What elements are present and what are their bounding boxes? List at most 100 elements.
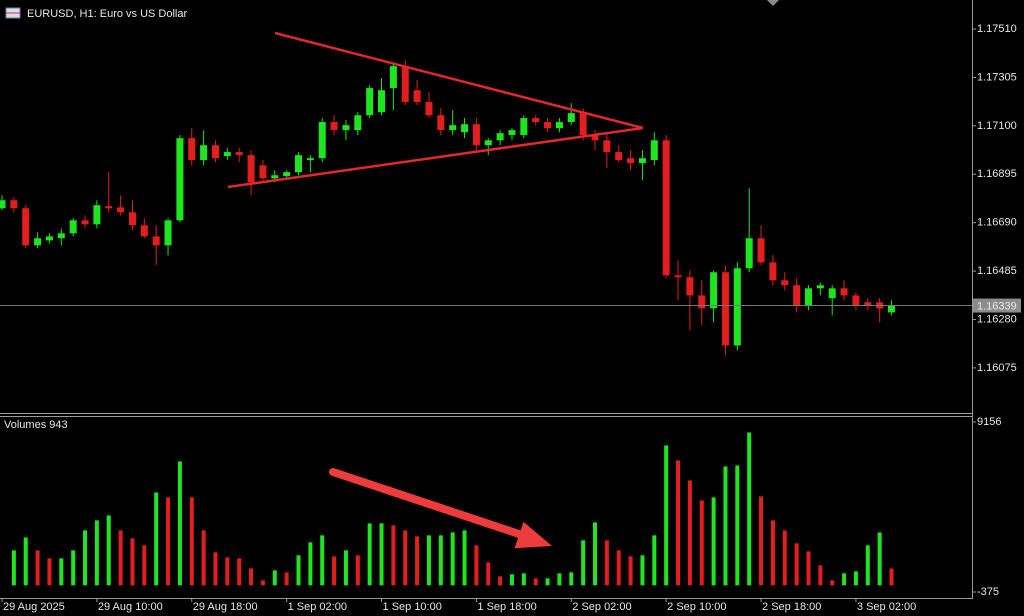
volume-bar: [177, 461, 182, 586]
x-tick-label: 3 Sep 02:00: [857, 601, 916, 613]
candle-body: [354, 115, 362, 131]
candle-body: [389, 66, 397, 89]
y-tick-label: 1.17305: [977, 71, 1017, 83]
arrow-head: [514, 521, 552, 549]
candle-body: [840, 288, 848, 296]
candle-body: [366, 88, 374, 116]
candle-body: [128, 212, 136, 226]
candle-body: [804, 288, 812, 306]
plot-area: [0, 59, 972, 586]
volume-bar: [735, 465, 740, 586]
candle-body: [306, 158, 314, 161]
volume-bar: [853, 571, 858, 586]
candle-body: [164, 220, 172, 246]
x-tick-label: 1 Sep 10:00: [383, 601, 442, 613]
candle-body: [650, 140, 658, 161]
volume-bar: [130, 538, 135, 586]
candle-body: [437, 115, 445, 131]
candle-body: [888, 305, 895, 313]
volume-bar: [486, 562, 491, 586]
volume-bar: [877, 532, 882, 586]
current-price-label: 1.16339: [977, 300, 1017, 312]
volume-bar: [189, 497, 194, 586]
volume-bar: [664, 445, 669, 586]
chart-title: EURUSD, H1: Euro vs US Dollar: [27, 8, 187, 20]
volume-bar: [71, 550, 76, 586]
candle-body: [81, 220, 89, 225]
candle-body: [271, 175, 279, 179]
volume-bar: [865, 545, 870, 586]
candle-body: [259, 165, 267, 179]
x-tick-label: 2 Sep 18:00: [762, 601, 821, 613]
volume-bar: [545, 578, 550, 586]
volume-bar: [166, 497, 171, 586]
y-tick-label: -375: [977, 586, 999, 598]
volume-bar: [770, 520, 775, 586]
candle-body: [152, 236, 160, 246]
candle-body: [413, 90, 421, 103]
volume-bar: [142, 545, 147, 586]
candle-body: [105, 206, 113, 209]
y-tick-label: 1.16690: [977, 217, 1017, 229]
volume-bar: [106, 515, 111, 586]
candle-body: [378, 90, 386, 113]
candle-body: [484, 140, 492, 146]
candle-body: [662, 140, 670, 276]
volume-bar: [332, 556, 337, 586]
volume-bar: [794, 543, 799, 586]
candle-body: [0, 200, 6, 209]
volume-bar: [616, 550, 621, 586]
candle-body: [828, 288, 836, 299]
candle-body: [698, 295, 706, 309]
volume-bar: [521, 573, 526, 586]
candle-body: [200, 145, 208, 161]
volume-bar: [391, 525, 396, 586]
candle-body: [603, 140, 611, 153]
volume-bar: [676, 460, 681, 586]
candle-body: [223, 152, 231, 157]
candle-body: [93, 205, 101, 225]
candle-body: [496, 133, 504, 141]
candle-body: [615, 152, 623, 161]
volume-bar: [652, 535, 657, 586]
volume-bar: [367, 523, 372, 586]
candle-body: [140, 225, 148, 237]
volume-bar: [818, 565, 823, 586]
volume-bar: [426, 535, 431, 586]
volume-bar: [699, 500, 704, 586]
candle-body: [532, 118, 540, 123]
candle-body: [710, 272, 718, 309]
candle-body: [520, 118, 528, 136]
volume-bar: [35, 550, 40, 586]
candle-body: [176, 138, 184, 221]
y-tick-label: 1.17510: [977, 23, 1017, 35]
candle-body: [769, 262, 777, 281]
volume-bar: [118, 530, 123, 586]
volume-bar: [83, 530, 88, 586]
candle-body: [401, 66, 409, 103]
volume-bar: [415, 536, 420, 586]
y-tick-label: 1.16485: [977, 265, 1017, 277]
y-tick-label: 1.16075: [977, 362, 1017, 374]
volume-bar: [604, 540, 609, 586]
trend-line: [274, 31, 644, 130]
candle-body: [627, 158, 635, 164]
volume-bar: [343, 550, 348, 586]
candle-body: [508, 130, 516, 136]
volume-bar: [272, 570, 277, 586]
volume-bar: [450, 532, 455, 586]
candle-body: [45, 236, 53, 241]
candle-body: [555, 122, 563, 129]
volume-bar: [462, 530, 467, 586]
candle-body: [22, 208, 30, 246]
volume-bar: [569, 572, 574, 586]
volume-bar: [498, 576, 503, 586]
y-tick-label: 1.16280: [977, 313, 1017, 325]
candle-body: [686, 277, 694, 296]
volume-bar: [320, 535, 325, 586]
volume-bar: [640, 555, 645, 586]
candle-body: [591, 135, 599, 141]
volume-bar: [284, 572, 289, 586]
candle-body: [793, 285, 801, 306]
